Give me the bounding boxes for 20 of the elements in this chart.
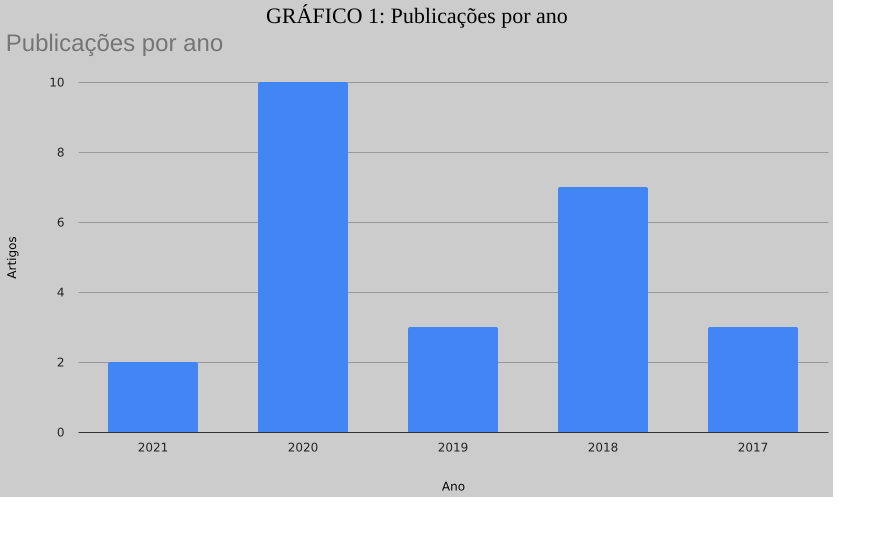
bar xyxy=(108,362,198,432)
y-tick-label: 0 xyxy=(56,426,64,440)
bar xyxy=(258,82,348,432)
x-tick-label: 2017 xyxy=(738,440,768,454)
y-tick-label: 4 xyxy=(56,286,64,300)
y-tick-label: 6 xyxy=(56,216,64,230)
x-tick-label: 2019 xyxy=(438,440,468,454)
y-tick-label: 8 xyxy=(56,146,64,160)
bar xyxy=(558,187,648,432)
x-tick-label: 2018 xyxy=(588,440,618,454)
x-tick-label: 2020 xyxy=(288,440,318,454)
chart-subtitle: Publicações por ano xyxy=(6,30,224,57)
x-tick-label: 2021 xyxy=(138,440,168,454)
y-axis-title: Artigos xyxy=(5,236,20,279)
bar xyxy=(408,327,498,432)
y-tick-label: 2 xyxy=(56,356,64,370)
chart-title: GRÁFICO 1: Publicações por ano xyxy=(266,3,568,28)
y-tick-label: 10 xyxy=(49,76,64,90)
x-axis-title: Ano xyxy=(442,480,466,494)
bar xyxy=(708,327,798,432)
